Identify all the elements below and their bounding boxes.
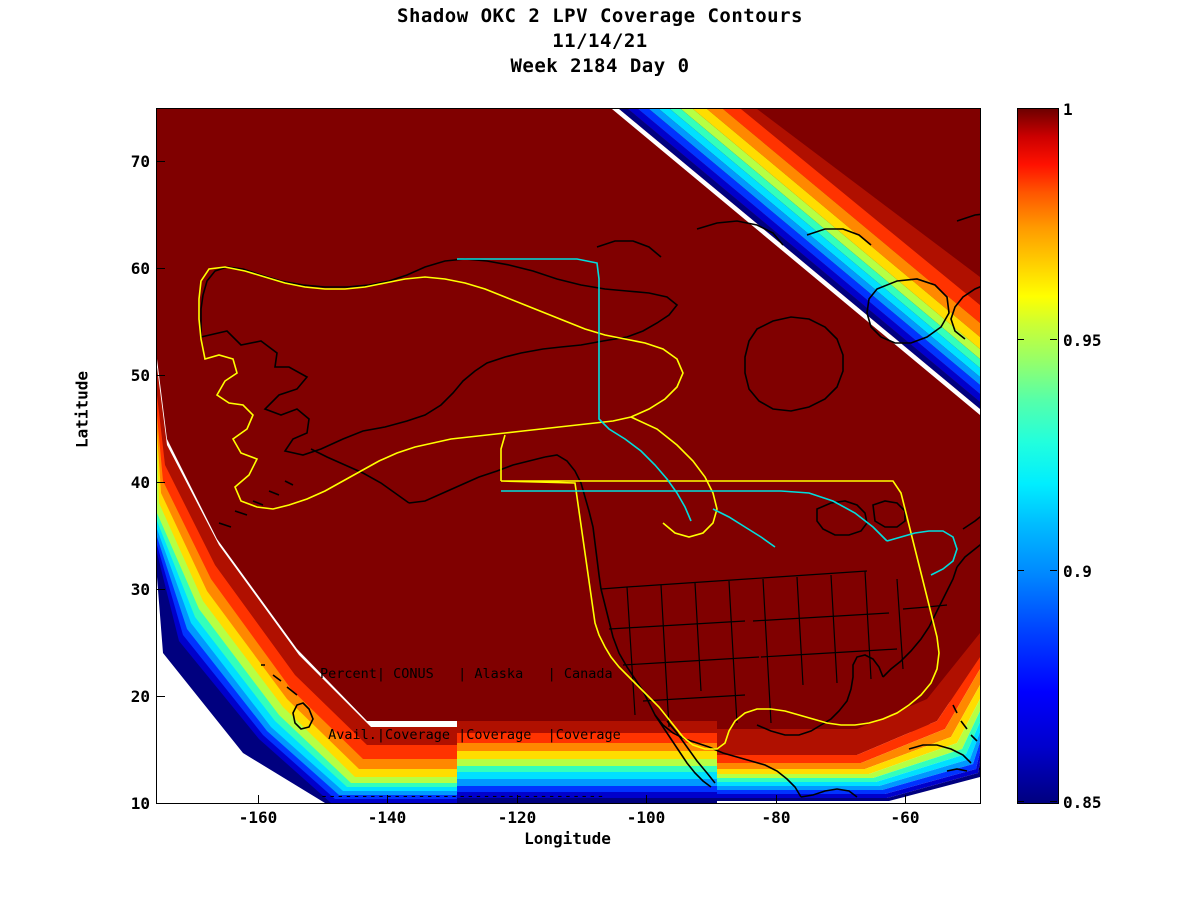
xtick-mark [776, 795, 777, 803]
table-divider: ----------------------------------- [320, 787, 605, 804]
ytick-label: 50 [130, 366, 150, 385]
table-header-row-2: Avail.|Coverage |Coverage |Coverage [320, 727, 621, 744]
colorbar-tick-mark [1050, 570, 1057, 571]
title-line-2: 11/14/21 [552, 30, 648, 52]
ytick-label: 30 [130, 580, 150, 599]
table-header-row-1: Percent| CONUS | Alaska | Canada [320, 666, 613, 683]
xtick-label: -160 [238, 808, 278, 827]
y-axis-title: Latitude [72, 370, 92, 449]
coastline-layer [200, 213, 980, 798]
ytick-mark [157, 589, 165, 590]
ytick-mark [157, 696, 165, 697]
colorbar-tick-mark [1017, 108, 1024, 109]
colorbar-tick-label: 0.85 [1063, 793, 1102, 812]
coverage-core-region [157, 109, 980, 749]
ytick-mark [157, 268, 165, 269]
colorbar-tick-mark [1050, 801, 1057, 802]
ytick-label: 40 [130, 473, 150, 492]
coverage-summary-table: Percent| CONUS | Alaska | Canada Avail.|… [320, 624, 621, 804]
colorbar-tick-label: 0.95 [1063, 331, 1102, 350]
xtick-label: -100 [626, 808, 666, 827]
ytick-mark [157, 161, 165, 162]
xtick-mark [905, 795, 906, 803]
colorbar-tick-mark [1017, 801, 1024, 802]
colorbar-tick-mark [1050, 339, 1057, 340]
xtick-label: -80 [761, 808, 791, 827]
ytick-mark [157, 482, 165, 483]
xtick-label: -140 [367, 808, 407, 827]
colorbar-tick-label: 0.9 [1063, 562, 1092, 581]
state-boundaries-layer [600, 570, 948, 728]
border-line-cyan [457, 258, 958, 576]
title-line-3: Week 2184 Day 0 [510, 55, 690, 77]
coverage-map-svg [157, 109, 980, 803]
xtick-mark [387, 795, 388, 803]
xtick-mark [517, 795, 518, 803]
xtick-label: -120 [497, 808, 537, 827]
xtick-mark [258, 795, 259, 803]
colorbar-tick-mark [1017, 570, 1024, 571]
ytick-label: 70 [130, 152, 150, 171]
xtick-label: -60 [890, 808, 920, 827]
ytick-label: 20 [130, 687, 150, 706]
colorbar-tick-label: 1 [1063, 100, 1073, 119]
service-volume-boundary-yellow [198, 266, 940, 750]
coverage-gradient-south [457, 721, 717, 803]
colorbar-tick-mark [1017, 339, 1024, 340]
coverage-gradient-northwest [157, 367, 457, 803]
ytick-label: 60 [130, 259, 150, 278]
figure-title: Shadow OKC 2 LPV Coverage Contours 11/14… [0, 4, 1200, 79]
coverage-gradient-southeast [717, 633, 980, 801]
colorbar [1017, 108, 1059, 804]
title-line-1: Shadow OKC 2 LPV Coverage Contours [397, 5, 803, 27]
map-plot-area: Percent| CONUS | Alaska | Canada Avail.|… [156, 108, 981, 804]
colorbar-tick-mark [1050, 108, 1057, 109]
colorbar-gradient [1018, 109, 1058, 803]
ytick-label: 10 [130, 794, 150, 813]
xtick-mark [646, 795, 647, 803]
ytick-mark [157, 375, 165, 376]
x-axis-title: Longitude [524, 829, 611, 848]
